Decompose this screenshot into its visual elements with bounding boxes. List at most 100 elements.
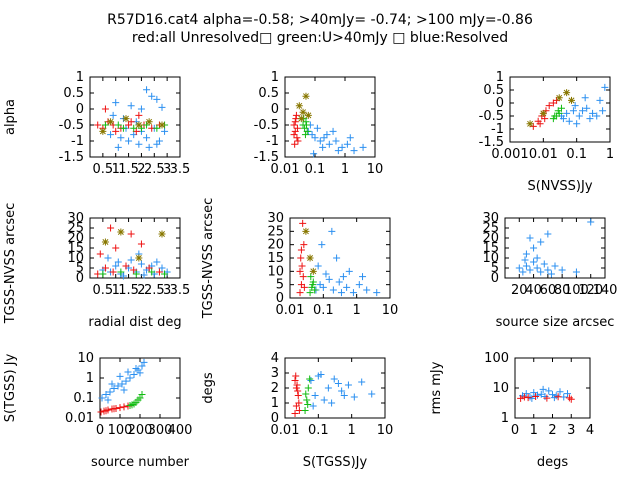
- data-point-green: [306, 375, 314, 383]
- y-tick-label: 3: [271, 366, 279, 381]
- data-point-red: [120, 403, 128, 411]
- data-point-red: [291, 410, 299, 417]
- data-point-blue: [98, 394, 106, 402]
- data-point-blue: [537, 390, 545, 398]
- data-point-blue: [108, 380, 116, 388]
- data-point-red: [112, 244, 120, 252]
- y-tick-label: 1: [76, 70, 84, 85]
- data-point-blue: [344, 381, 352, 389]
- y-tick-label: 10: [267, 264, 284, 279]
- y-tick-label: 0: [496, 96, 504, 111]
- data-point-red: [293, 134, 301, 142]
- data-point-green: [311, 286, 319, 294]
- data-point-red: [295, 399, 303, 407]
- data-point-blue: [530, 244, 538, 252]
- data-point-red: [532, 393, 540, 401]
- y-tick-label: 10: [67, 251, 84, 266]
- data-point-blue: [334, 147, 342, 155]
- data-point-blue: [540, 260, 548, 268]
- y-tick-label: 30: [482, 211, 499, 226]
- x-tick-label: 1: [606, 147, 614, 162]
- data-point-blue: [337, 289, 345, 297]
- data-point-blue: [601, 83, 609, 91]
- data-point-olive: [299, 108, 307, 116]
- data-point-red: [290, 131, 298, 139]
- data-point-blue: [122, 377, 130, 385]
- data-point-blue: [530, 258, 538, 266]
- data-point-blue: [349, 289, 357, 297]
- data-point-green: [309, 281, 317, 289]
- y-tick-label: 30: [267, 211, 284, 226]
- data-point-blue: [340, 392, 348, 399]
- data-point-blue: [317, 371, 325, 378]
- data-point-blue: [530, 389, 538, 397]
- y-tick-label: 100: [484, 351, 509, 366]
- data-point-olive: [99, 127, 107, 135]
- x-tick-label: 2: [548, 423, 556, 438]
- y-tick-label: 0.5: [258, 86, 279, 101]
- y-tick-label: -1.5: [479, 135, 504, 150]
- data-point-red: [291, 140, 299, 148]
- x-tick-label: 1: [353, 303, 361, 318]
- data-point-red: [297, 254, 305, 262]
- data-point-green: [302, 121, 310, 129]
- data-point-olive: [306, 254, 314, 262]
- y-tick-label: 0.1: [73, 391, 94, 406]
- y-tick-label: 0: [76, 271, 84, 286]
- data-point-blue: [325, 140, 333, 148]
- y-tick-label: 20: [67, 231, 84, 246]
- data-point-olive: [135, 254, 143, 262]
- data-point-blue: [573, 120, 581, 128]
- data-point-blue: [338, 143, 346, 151]
- y-axis-label: TGSS-NVSS arcsec: [3, 203, 18, 325]
- data-point-blue: [316, 137, 324, 145]
- data-point-blue: [117, 134, 125, 142]
- data-point-red: [292, 372, 300, 380]
- data-point-olive: [158, 121, 166, 129]
- y-tick-label: 10: [77, 351, 94, 366]
- y-tick-label: 4: [271, 351, 279, 366]
- data-point-olive: [122, 115, 130, 123]
- data-point-blue: [350, 393, 358, 401]
- data-point-green: [301, 131, 309, 139]
- x-tick-label: 0.001: [491, 147, 528, 162]
- x-tick-label: 2.5: [144, 162, 165, 177]
- data-point-blue: [118, 380, 126, 388]
- data-point-blue: [319, 143, 327, 151]
- data-point-green: [304, 384, 312, 392]
- data-point-blue: [323, 131, 331, 139]
- x-tick-label: 2.5: [144, 283, 165, 298]
- data-point-green: [148, 268, 156, 276]
- x-tick-label: 1: [348, 423, 356, 438]
- x-tick-label: 0.1: [313, 303, 334, 318]
- data-point-blue: [528, 394, 536, 402]
- data-point-olive: [563, 89, 571, 97]
- data-point-red: [292, 384, 300, 392]
- data-point-red: [116, 404, 124, 412]
- data-point-blue: [137, 260, 145, 268]
- data-point-blue: [114, 382, 122, 390]
- data-point-blue: [334, 380, 342, 387]
- data-point-blue: [153, 258, 161, 266]
- data-point-blue: [112, 99, 120, 107]
- y-tick-label: 1: [86, 371, 94, 386]
- x-tick-label: 3: [163, 283, 171, 298]
- data-point-red: [296, 267, 304, 275]
- data-point-red: [137, 240, 145, 248]
- data-point-blue: [319, 283, 327, 291]
- data-point-red: [299, 273, 307, 281]
- y-tick-label: 10: [482, 251, 499, 266]
- data-point-blue: [350, 147, 358, 155]
- data-point-red: [554, 393, 562, 401]
- y-tick-label: 5: [276, 278, 284, 293]
- y-tick-label: 0: [271, 411, 279, 426]
- data-point-green: [153, 124, 161, 132]
- data-point-blue: [533, 254, 541, 262]
- data-point-red: [127, 230, 135, 238]
- data-point-blue: [521, 256, 529, 264]
- data-point-blue: [148, 92, 156, 100]
- data-point-blue: [320, 134, 328, 142]
- x-tick-label: 20: [511, 283, 528, 298]
- data-point-blue: [116, 372, 124, 380]
